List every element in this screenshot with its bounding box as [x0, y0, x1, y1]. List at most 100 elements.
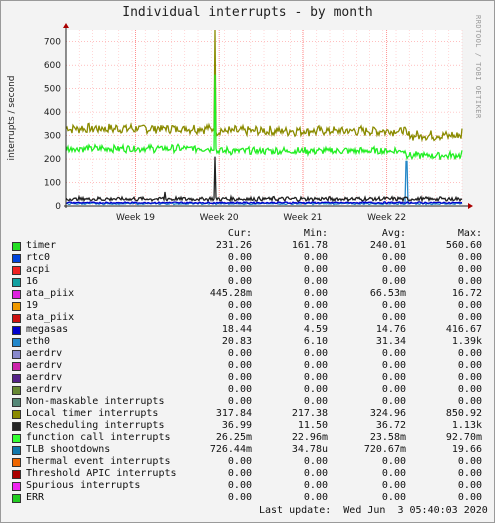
legend-name: 16 [26, 276, 39, 287]
legend-cur: 18.44 [221, 324, 252, 335]
legend-cur: 0.00 [227, 492, 252, 503]
legend-name: ata_piix [26, 288, 75, 299]
series-line [65, 156, 463, 203]
legend-row: Thermal event interrupts 0.00 0.00 0.00 0.00 [12, 456, 482, 468]
legend-row: ata_piix 445.28m 0.00 66.53m 16.72 [12, 288, 482, 300]
legend-min: 6.10 [303, 336, 328, 347]
legend-swatch [12, 266, 21, 275]
legend-min: 0.00 [303, 480, 328, 491]
legend-avg: 14.76 [375, 324, 406, 335]
rrdtool-credit: RRDTOOL / TOBI OETIKER [474, 15, 482, 119]
legend-name: timer [26, 240, 57, 251]
legend-min: 0.00 [303, 312, 328, 323]
interrupts-chart: 0 100 200 300 400 500 600 700 Week 19 Week 20 Wee… [7, 23, 473, 223]
legend-name: TLB shootdowns [26, 444, 111, 455]
legend-cur: 0.00 [227, 348, 252, 359]
legend-swatch [12, 446, 21, 455]
legend-max: 0.00 [457, 480, 482, 491]
legend-max: 1.13k [451, 420, 482, 431]
legend-name: function call interrupts [26, 432, 171, 443]
legend-cur: 0.00 [227, 276, 252, 287]
legend-cur: 26.25m [215, 432, 252, 443]
header-avg: Avg: [381, 228, 406, 239]
y-tick-label: 600 [44, 61, 61, 71]
legend-name: eth0 [26, 336, 51, 347]
legend-swatch [12, 470, 21, 479]
legend-header: Cur: Min: Avg: Max: [12, 228, 482, 240]
legend-max: 0.00 [457, 492, 482, 503]
legend-max: 0.00 [457, 396, 482, 407]
last-update: Last update: Wed Jun 3 05:40:03 2020 [259, 505, 488, 516]
y-tick-label: 400 [44, 108, 61, 118]
legend-max: 16.72 [451, 288, 482, 299]
legend-max: 1.39k [451, 336, 482, 347]
legend-max: 0.00 [457, 384, 482, 395]
legend-swatch [12, 458, 21, 467]
legend-cur: 0.00 [227, 372, 252, 383]
legend-min: 0.00 [303, 396, 328, 407]
legend-avg: 0.00 [381, 396, 406, 407]
legend-cur: 445.28m [209, 288, 252, 299]
legend-avg: 0.00 [381, 276, 406, 287]
legend-name: Threshold APIC interrupts [26, 468, 177, 479]
legend-name: ERR [26, 492, 45, 503]
legend-max: 92.70m [445, 432, 482, 443]
legend-avg: 0.00 [381, 372, 406, 383]
y-axis-label: interrupts / second [7, 76, 17, 161]
legend-max: 560.60 [445, 240, 482, 251]
legend-max: 0.00 [457, 276, 482, 287]
legend-name: aerdrv [26, 360, 63, 371]
legend-swatch [12, 350, 21, 359]
legend-avg: 0.00 [381, 384, 406, 395]
legend-swatch [12, 398, 21, 407]
x-tick-label: Week 20 [200, 213, 239, 223]
legend-min: 0.00 [303, 372, 328, 383]
legend-min: 0.00 [303, 252, 328, 263]
legend-swatch [12, 302, 21, 311]
legend-row: 16 0.00 0.00 0.00 0.00 [12, 276, 482, 288]
legend-min: 0.00 [303, 384, 328, 395]
legend-name: megasas [26, 324, 69, 335]
legend-min: 22.96m [291, 432, 328, 443]
legend-max: 0.00 [457, 372, 482, 383]
legend-cur: 0.00 [227, 300, 252, 311]
legend-avg: 66.53m [369, 288, 406, 299]
legend-min: 161.78 [291, 240, 328, 251]
legend-name: Rescheduling interrupts [26, 420, 165, 431]
legend-avg: 0.00 [381, 492, 406, 503]
legend-max: 0.00 [457, 252, 482, 263]
y-tick-label: 0 [55, 202, 61, 212]
y-tick-label: 100 [44, 179, 61, 189]
x-axis-arrow-icon [468, 203, 473, 209]
series-line [65, 29, 463, 143]
legend-max: 0.00 [457, 312, 482, 323]
legend-avg: 324.96 [369, 408, 406, 419]
legend-row: ata_piix 0.00 0.00 0.00 0.00 [12, 312, 482, 324]
legend-swatch [12, 242, 21, 251]
legend-cur: 231.26 [215, 240, 252, 251]
legend-row: Non-maskable interrupts 0.00 0.00 0.00 0.00 [12, 396, 482, 408]
legend-row: Rescheduling interrupts 36.99 11.50 36.72 1.… [12, 420, 482, 432]
header-cur: Cur: [227, 228, 252, 239]
legend-max: 0.00 [457, 348, 482, 359]
legend-row: Threshold APIC interrupts 0.00 0.00 0.00 0.0… [12, 468, 482, 480]
legend-min: 11.50 [297, 420, 328, 431]
legend-cur: 0.00 [227, 264, 252, 275]
legend-min: 0.00 [303, 348, 328, 359]
legend-max: 19.66 [451, 444, 482, 455]
legend-cur: 0.00 [227, 456, 252, 467]
legend-row: acpi 0.00 0.00 0.00 0.00 [12, 264, 482, 276]
legend-row: aerdrv 0.00 0.00 0.00 0.00 [12, 384, 482, 396]
legend-max: 0.00 [457, 360, 482, 371]
legend-name: 19 [26, 300, 39, 311]
y-tick-label: 500 [44, 85, 61, 95]
legend-avg: 0.00 [381, 480, 406, 491]
legend-row: timer 231.26 161.78 240.01 560.60 [12, 240, 482, 252]
legend-avg: 0.00 [381, 312, 406, 323]
legend-min: 34.78u [291, 444, 328, 455]
legend-cur: 0.00 [227, 468, 252, 479]
y-tick-label: 300 [44, 132, 61, 142]
legend-name: Local timer interrupts [26, 408, 159, 419]
legend-cur: 0.00 [227, 360, 252, 371]
legend-avg: 0.00 [381, 348, 406, 359]
